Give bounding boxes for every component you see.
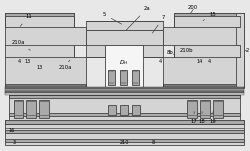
Bar [8,93,239,95]
Text: 19: 19 [210,112,216,124]
Text: 210a: 210a [12,40,30,50]
Text: 16: 16 [8,128,15,133]
Polygon shape [162,13,244,87]
Bar [5,120,244,124]
Text: 13: 13 [24,59,30,64]
Text: 18: 18 [199,112,205,124]
Bar [108,70,115,85]
Text: 13: 13 [36,65,42,70]
Bar [8,95,239,98]
Bar [213,100,223,118]
Bar [105,45,143,90]
Bar [5,93,244,95]
Text: 8: 8 [152,140,155,145]
Bar [5,91,244,93]
Text: 4: 4 [18,59,21,64]
Text: 14: 14 [196,59,202,64]
Bar [8,90,239,93]
Polygon shape [236,13,244,87]
Bar [120,70,127,85]
Bar [86,21,162,30]
Bar [5,84,86,88]
Bar [5,87,244,89]
Text: 4: 4 [208,59,210,64]
Text: 15: 15 [203,12,216,21]
Text: 7: 7 [152,15,165,33]
Text: 17: 17 [191,112,198,124]
Bar [8,113,239,116]
Text: 200: 200 [188,5,198,10]
Bar [8,87,239,90]
Bar [5,89,244,91]
Bar [200,100,210,118]
Text: 4: 4 [159,59,162,64]
Text: 11: 11 [20,14,32,26]
Bar [132,70,139,85]
Bar [187,100,197,118]
Text: 2a: 2a [126,6,150,30]
Polygon shape [86,30,162,57]
Bar [162,84,244,88]
Bar [8,95,239,120]
Bar [5,120,244,145]
Bar [5,13,74,16]
Text: 3: 3 [13,140,16,145]
Polygon shape [5,13,86,87]
Bar [39,100,49,118]
Text: $D_H$: $D_H$ [119,58,129,67]
Text: 8b: 8b [162,50,174,58]
Bar [5,139,244,142]
Text: 5: 5 [103,12,122,24]
Bar [14,100,24,118]
Bar [174,13,244,16]
Text: 210a: 210a [58,60,71,70]
Bar [132,105,140,115]
Text: 2: 2 [246,48,249,53]
Bar [26,100,36,118]
Bar [108,105,116,115]
Text: 210b: 210b [173,48,193,54]
Bar [5,130,244,133]
Text: 210: 210 [119,140,129,145]
Bar [120,105,128,115]
